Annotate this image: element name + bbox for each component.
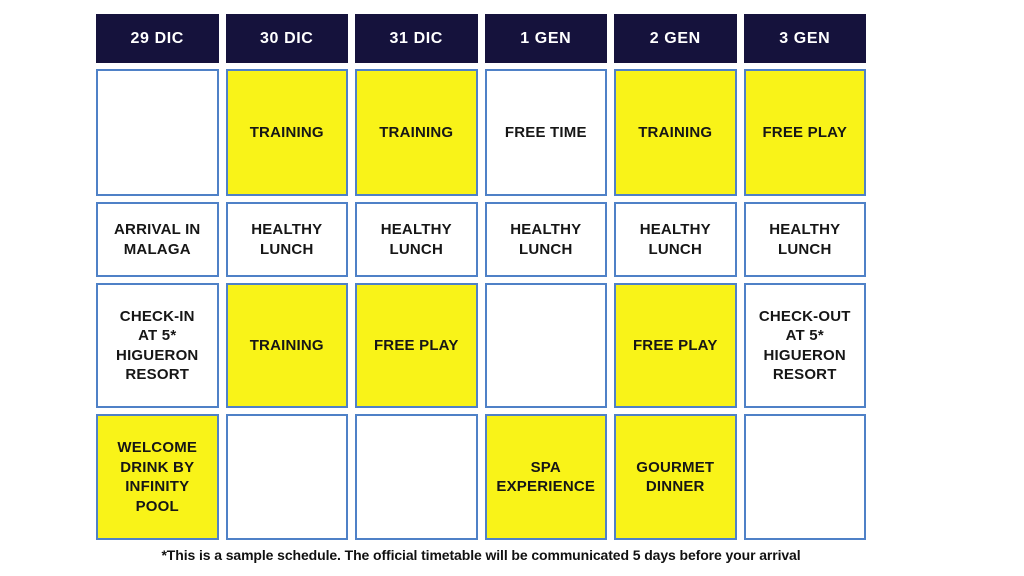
schedule-cell-empty [96, 69, 219, 196]
schedule-cell: TRAINING [225, 283, 348, 408]
schedule-cell: HEALTHY LUNCH [614, 202, 737, 277]
day-header: 1 GEN [484, 14, 607, 63]
footer-disclaimer: *This is a sample schedule. The official… [161, 547, 801, 563]
day-header: 30 DIC [225, 14, 348, 63]
schedule-cell: HEALTHY LUNCH [225, 202, 348, 277]
schedule-cell: WELCOME DRINK BY INFINITY POOL [96, 414, 219, 540]
day-header: 31 DIC [355, 14, 478, 63]
schedule-cell: CHECK-IN AT 5* HIGUERON RESORT [96, 283, 219, 408]
schedule-cell-empty [484, 283, 607, 408]
day-header: 2 GEN [614, 14, 737, 63]
schedule-cell: CHECK-OUT AT 5* HIGUERON RESORT [743, 283, 866, 408]
schedule-table: 29 DIC 30 DIC 31 DIC 1 GEN 2 GEN 3 GEN TRAININ… [96, 14, 866, 540]
schedule-cell: FREE TIME [484, 69, 607, 196]
schedule-cell: TRAINING [355, 69, 478, 196]
schedule-cell: HEALTHY LUNCH [484, 202, 607, 277]
schedule-cell: FREE PLAY [614, 283, 737, 408]
schedule-cell: GOURMET DINNER [614, 414, 737, 540]
schedule-cell-empty [225, 414, 348, 540]
schedule-cell: SPA EXPERIENCE [484, 414, 607, 540]
schedule-cell: ARRIVAL IN MALAGA [96, 202, 219, 277]
schedule-cell: FREE PLAY [743, 69, 866, 196]
schedule-cell-empty [355, 414, 478, 540]
day-header: 3 GEN [743, 14, 866, 63]
day-header: 29 DIC [96, 14, 219, 63]
schedule-cell: TRAINING [225, 69, 348, 196]
schedule-cell: HEALTHY LUNCH [743, 202, 866, 277]
schedule-cell: HEALTHY LUNCH [355, 202, 478, 277]
schedule-cell-empty [743, 414, 866, 540]
schedule-cell: FREE PLAY [355, 283, 478, 408]
schedule-cell: TRAINING [614, 69, 737, 196]
